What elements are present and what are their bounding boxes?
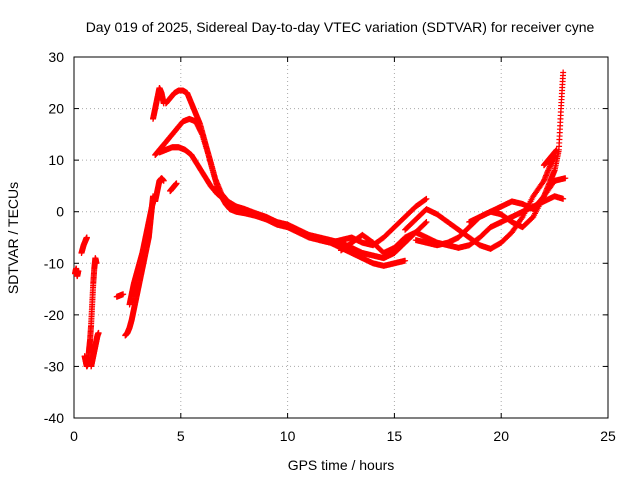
chart-title: Day 019 of 2025, Sidereal Day-to-day VTE…: [86, 19, 595, 35]
y-tick-label: 10: [48, 152, 64, 168]
series-seg13: [156, 144, 430, 249]
data-point: [560, 195, 567, 202]
data-point: [422, 196, 429, 203]
data-point: [422, 219, 429, 226]
data-point: [562, 175, 569, 182]
data-point: [93, 260, 100, 267]
data-point: [423, 195, 430, 202]
y-tick-label: 30: [48, 49, 64, 65]
series-seg5: [113, 291, 127, 300]
data-point: [553, 146, 560, 153]
data-point: [95, 329, 102, 336]
y-tick-label: -40: [44, 410, 64, 426]
data-point: [160, 177, 167, 184]
y-tick-label: -30: [44, 358, 64, 374]
y-axis-label: SDTVAR / TECUs: [5, 182, 21, 294]
x-tick-label: 5: [177, 428, 185, 444]
series-seg4: [88, 329, 102, 370]
data-point: [75, 268, 82, 275]
series-seg7: [126, 198, 157, 308]
ticks: 0 5 10 15 20 25 -40 -30 -20 -10 0 10 20 30: [44, 49, 616, 444]
series-seg17: [466, 175, 569, 226]
data-point: [560, 69, 567, 76]
x-tick-label: 15: [387, 428, 403, 444]
series-seg9: [167, 180, 180, 195]
x-tick-label: 0: [70, 428, 78, 444]
y-tick-label: 0: [56, 204, 64, 220]
y-tick-label: -20: [44, 307, 64, 323]
y-tick-label: -10: [44, 255, 64, 271]
series-seg16: [412, 69, 567, 249]
series-seg3: [81, 255, 100, 370]
data-point: [518, 215, 525, 222]
data-point: [83, 234, 90, 241]
series-seg18: [540, 146, 560, 169]
series-seg12: [152, 115, 430, 262]
series-seg2: [78, 234, 90, 256]
data-points: [72, 69, 569, 370]
x-tick-label: 25: [600, 428, 616, 444]
series-seg15: [402, 151, 558, 252]
x-tick-label: 20: [493, 428, 509, 444]
series-seg8: [152, 175, 167, 205]
data-point: [423, 219, 430, 226]
plot-frame: [73, 56, 609, 419]
series-seg10: [150, 84, 167, 122]
data-point: [120, 291, 127, 298]
x-tick-label: 10: [280, 428, 296, 444]
data-point: [402, 257, 409, 264]
data-point: [173, 180, 180, 187]
y-tick-label: 20: [48, 101, 64, 117]
x-axis-label: GPS time / hours: [288, 457, 395, 473]
series-seg1: [72, 265, 82, 280]
